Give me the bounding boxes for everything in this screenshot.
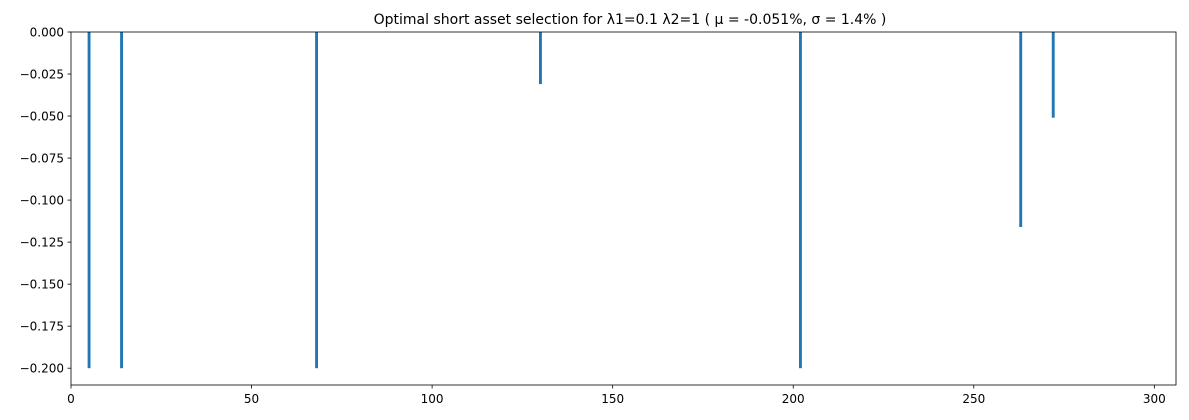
x-tick-label: 150: [601, 392, 624, 406]
bar: [1019, 32, 1023, 227]
bar: [539, 32, 542, 85]
chart-title: Optimal short asset selection for λ1=0.1…: [374, 12, 887, 28]
bar: [120, 32, 123, 369]
y-tick-label: −0.025: [20, 68, 64, 82]
x-tick-label: 50: [244, 392, 259, 406]
y-tick-label: −0.125: [20, 236, 64, 250]
x-tick-label: 0: [67, 392, 75, 406]
y-tick-label: −0.050: [20, 110, 64, 124]
y-tick-label: −0.175: [20, 320, 64, 334]
y-tick-label: −0.200: [20, 362, 64, 376]
x-tick-label: 250: [962, 392, 985, 406]
y-tick-label: −0.150: [20, 278, 64, 292]
bar: [799, 32, 802, 369]
bars-layer: [87, 32, 1055, 369]
plot-frame: [70, 31, 1177, 386]
bar: [1051, 32, 1055, 118]
y-tick-label: −0.100: [20, 194, 64, 208]
x-tick-label: 100: [421, 392, 444, 406]
x-tick-label: 300: [1143, 392, 1166, 406]
bar: [87, 32, 91, 369]
axes-layer: 0 50 100 150 200 250 300 0.000 −0.025 −0.050 −0.07…: [20, 26, 1177, 406]
x-tick-label: 200: [782, 392, 805, 406]
bar: [315, 32, 318, 369]
y-tick-label: −0.075: [20, 152, 64, 166]
y-tick-label: 0.000: [30, 26, 64, 40]
